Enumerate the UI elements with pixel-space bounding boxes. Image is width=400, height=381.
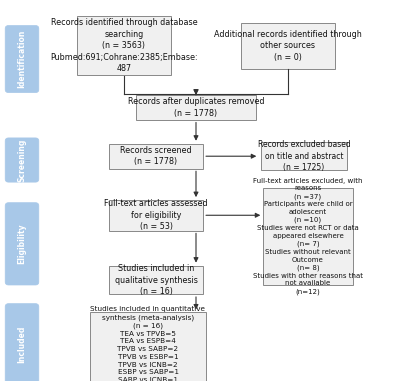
Text: Records after duplicates removed
(n = 1778): Records after duplicates removed (n = 17… xyxy=(128,97,264,118)
FancyBboxPatch shape xyxy=(263,187,353,285)
FancyBboxPatch shape xyxy=(109,200,203,231)
FancyBboxPatch shape xyxy=(109,144,203,168)
Text: Included: Included xyxy=(18,326,26,363)
FancyBboxPatch shape xyxy=(241,23,335,69)
FancyBboxPatch shape xyxy=(136,95,256,120)
Text: Full-text articles assessed
for eligibility
(n = 53): Full-text articles assessed for eligibil… xyxy=(104,199,208,231)
FancyBboxPatch shape xyxy=(5,304,39,381)
FancyBboxPatch shape xyxy=(5,26,39,93)
Text: Full-text articles excluded, with
reasons
(n =37)
Participants were child or
ado: Full-text articles excluded, with reason… xyxy=(253,178,363,295)
Text: Additional records identified through
other sources
(n = 0): Additional records identified through ot… xyxy=(214,30,362,62)
Text: Screening: Screening xyxy=(18,138,26,182)
Text: Eligibility: Eligibility xyxy=(18,224,26,264)
FancyBboxPatch shape xyxy=(261,142,347,171)
Text: Identification: Identification xyxy=(18,30,26,88)
FancyBboxPatch shape xyxy=(77,16,171,75)
Text: Studies included in
qualitative synthesis
(n = 16): Studies included in qualitative synthesi… xyxy=(114,264,198,296)
Text: Records screened
(n = 1778): Records screened (n = 1778) xyxy=(120,146,192,166)
FancyBboxPatch shape xyxy=(5,203,39,285)
FancyBboxPatch shape xyxy=(5,138,39,182)
Text: Studies included in quantitative
synthesis (meta-analysis)
(n = 16)
TEA vs TPVB=: Studies included in quantitative synthes… xyxy=(90,306,206,381)
FancyBboxPatch shape xyxy=(90,312,206,381)
FancyBboxPatch shape xyxy=(109,266,203,294)
Text: Records excluded based
on title and abstract
(n = 1725): Records excluded based on title and abst… xyxy=(258,140,350,172)
Text: Records identified through database
searching
(n = 3563)
Pubmed:691;Cohrane:2385: Records identified through database sear… xyxy=(50,18,198,73)
